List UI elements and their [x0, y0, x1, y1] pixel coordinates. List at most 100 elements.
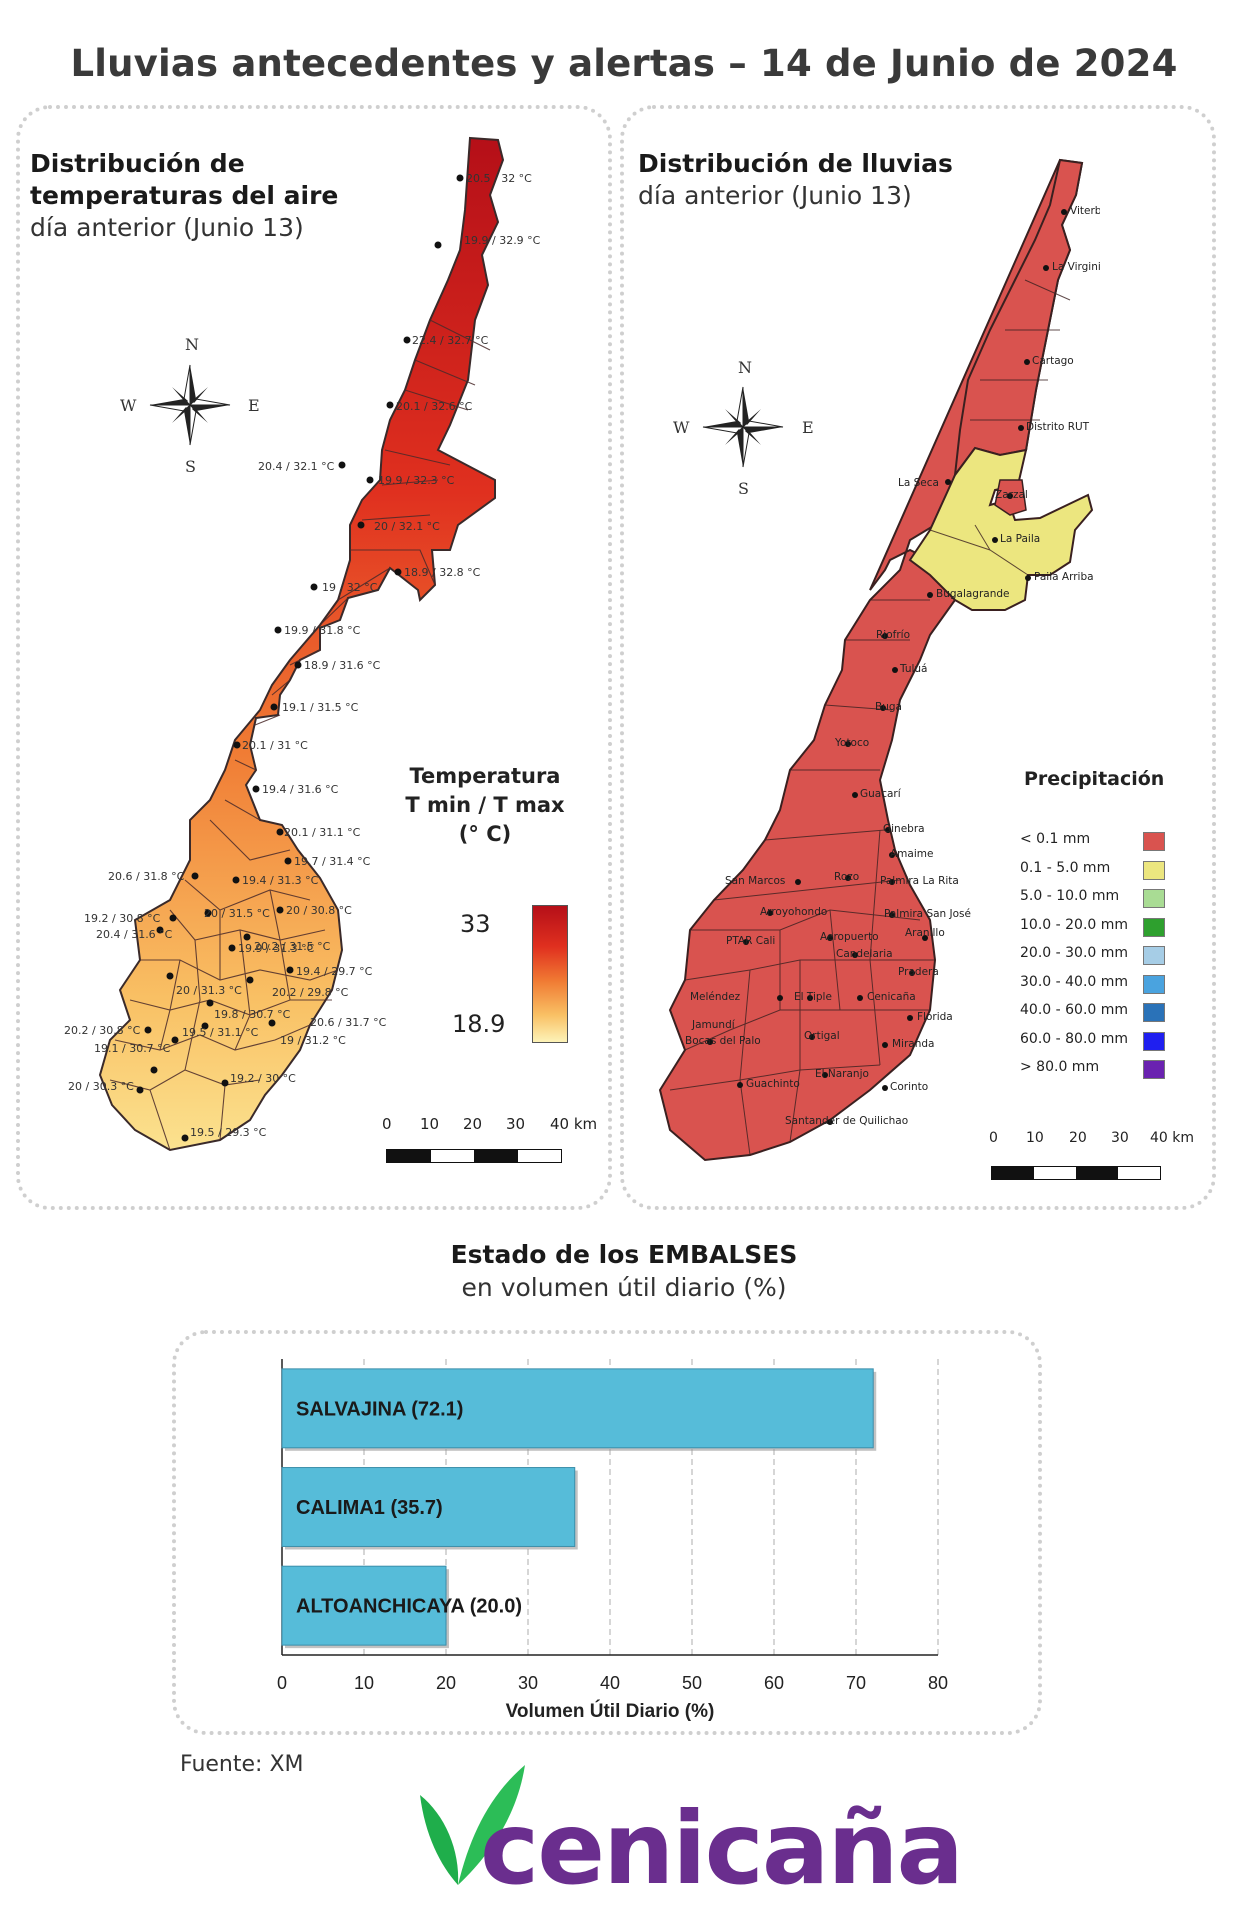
temperature-station-labels: 20.5 / 32 °C 19.9 / 32.9 °C 22.4 / 32.7 …	[64, 172, 541, 1139]
temp-legend-min: 18.9	[452, 1010, 506, 1038]
place-label: La Seca	[898, 477, 939, 489]
rain-map: N S W E Viterbo La Virginia Cartago Dist…	[658, 158, 1100, 1162]
station-label: 19.4 / 29.7 °C	[296, 965, 373, 978]
place-label: Ortigal	[804, 1030, 840, 1042]
compass-e: E	[248, 396, 260, 415]
place-label: Pradera	[898, 966, 939, 978]
station-label: 20.1 / 31.1 °C	[284, 826, 361, 839]
scale-label: 10	[1026, 1130, 1044, 1146]
compass-e: E	[802, 418, 814, 437]
scale-label: 10	[420, 1115, 440, 1133]
temp-legend-title-2: T min / T max	[405, 793, 565, 817]
station-label: 20.2 / 29.8 °C	[272, 986, 349, 999]
rain-map-cells	[669, 279, 1071, 1156]
reservoir-bar-chart: 0 10 20 30 40 50 60 70 80 SALVAJINA (72.1) CALIMA1…	[277, 1359, 948, 1722]
x-tick-label: 0	[277, 1673, 287, 1693]
station-label: 18.9 / 31.6 °C	[304, 659, 381, 672]
place-label: Bocas del Palo	[685, 1035, 761, 1047]
station-label: 20.4 / 31.6 °C	[96, 928, 173, 941]
place-label: Jamundí	[691, 1019, 736, 1031]
scale-label: 0	[382, 1115, 392, 1133]
station-label: 22.4 / 32.7 °C	[412, 334, 489, 347]
place-label: La Virginia	[1052, 261, 1100, 273]
rain-legend-swatch	[1143, 946, 1165, 965]
place-label: Paila Arriba	[1034, 571, 1094, 583]
station-label: 19 / 31.2 °C	[280, 1034, 346, 1047]
station-label: 20 / 31.3 °C	[176, 984, 242, 997]
rain-legend-swatch	[1143, 860, 1165, 880]
x-tick-label: 40	[600, 1673, 620, 1693]
place-label: Ginebra	[883, 823, 925, 835]
station-label: 20 / 32.1 °C	[374, 520, 440, 533]
scale-label: 30	[1111, 1130, 1129, 1146]
scale-label: 40 km	[550, 1115, 598, 1133]
station-label: 20.4 / 32.1 °C	[258, 460, 335, 473]
temperature-map: N S W E 20.5 / 32 °C 19.9 / 32.9 °C 22.4…	[64, 136, 541, 1152]
station-label: 19.9 / 32.3 °C	[378, 474, 455, 487]
x-axis-label: Volumen Útil Diario (%)	[506, 1700, 715, 1722]
station-label: 20.2 / 31.5 °C	[254, 940, 331, 953]
x-tick-label: 30	[518, 1673, 538, 1693]
place-label: Cartago	[1032, 355, 1074, 367]
place-label: PTAR Cali	[726, 935, 775, 947]
place-label: El Naranjo	[815, 1068, 869, 1080]
x-tick-label: 60	[764, 1673, 784, 1693]
station-label: 19.5 / 31.1 °C	[182, 1026, 259, 1039]
station-label: 19.7 / 31.4 °C	[294, 855, 371, 868]
station-label: 19.2 / 30 °C	[230, 1072, 296, 1085]
place-label: Rozo	[834, 871, 859, 883]
place-label: El Tiple	[794, 991, 832, 1003]
reservoirs-title-block: Estado de los EMBALSES en volumen útil d…	[0, 1240, 1248, 1302]
rain-panel	[620, 105, 1216, 1210]
station-label: 20.6 / 31.8 °C	[108, 870, 185, 883]
place-label: La Paila	[1000, 533, 1040, 545]
station-label: 19.9 / 32.9 °C	[464, 234, 541, 247]
bar-label: CALIMA1 (35.7)	[296, 1497, 443, 1519]
place-label: Cenicaña	[867, 991, 916, 1003]
place-label: Guachinto	[746, 1078, 800, 1090]
temp-scale-bar	[386, 1149, 562, 1163]
reservoirs-subtitle: en volumen útil diario (%)	[461, 1273, 787, 1302]
place-label: Florida	[917, 1011, 953, 1023]
temperature-station-dots	[136, 174, 464, 1142]
scale-label: 0	[989, 1130, 998, 1146]
rain-legend-label: 40.0 - 60.0 mm	[1020, 1002, 1129, 1018]
temp-panel-title-1: Distribución de	[30, 149, 245, 178]
temp-panel-title-2: temperaturas del aire	[30, 181, 339, 210]
place-label: Aranillo	[905, 927, 945, 939]
temperature-map-cells	[109, 319, 491, 1151]
station-label: 19.1 / 31.5 °C	[282, 701, 359, 714]
station-label: 19.8 / 30.7 °C	[214, 1008, 291, 1021]
place-label: Riofrío	[876, 629, 910, 641]
compass-n: N	[738, 358, 752, 377]
bar-label: ALTOANCHICAYA (20.0)	[296, 1596, 522, 1618]
reservoirs-title: Estado de los EMBALSES	[450, 1240, 798, 1269]
cenicana-logo-text: cenicaña	[480, 1790, 964, 1907]
rain-place-dots	[707, 209, 1067, 1125]
place-label: Distrito RUT	[1026, 421, 1090, 433]
station-label: 20.2 / 30.8 °C	[64, 1024, 141, 1037]
temperature-panel	[16, 105, 612, 1210]
place-label: Palmira La Rita	[880, 875, 959, 887]
source-note: Fuente: XM	[180, 1752, 304, 1777]
scale-label: 20	[463, 1115, 483, 1133]
rain-legend-label: 10.0 - 20.0 mm	[1020, 916, 1129, 933]
x-tick-label: 10	[354, 1673, 374, 1693]
bar	[281, 1467, 576, 1547]
bar	[281, 1565, 447, 1646]
place-label: Zarzal	[995, 489, 1028, 501]
rain-legend-swatch	[1143, 974, 1165, 994]
x-tick-label: 50	[682, 1673, 702, 1693]
rain-scale-bar	[991, 1166, 1161, 1180]
rain-map-region-yellow	[908, 446, 1094, 611]
place-label: Bugalagrande	[936, 588, 1010, 600]
compass-w: W	[120, 396, 137, 415]
station-label: 19.2 / 30.8 °C	[84, 912, 161, 925]
x-tick-label: 70	[846, 1673, 866, 1693]
reservoir-chart-panel	[172, 1330, 1042, 1735]
station-label: 20.6 / 31.7 °C	[310, 1016, 387, 1029]
rain-panel-subtitle: día anterior (Junio 13)	[638, 181, 912, 210]
x-tick-label: 20	[436, 1673, 456, 1693]
station-label: 20.1 / 31 °C	[242, 739, 308, 752]
page-title: Lluvias antecedentes y alertas – 14 de J…	[70, 42, 1178, 85]
